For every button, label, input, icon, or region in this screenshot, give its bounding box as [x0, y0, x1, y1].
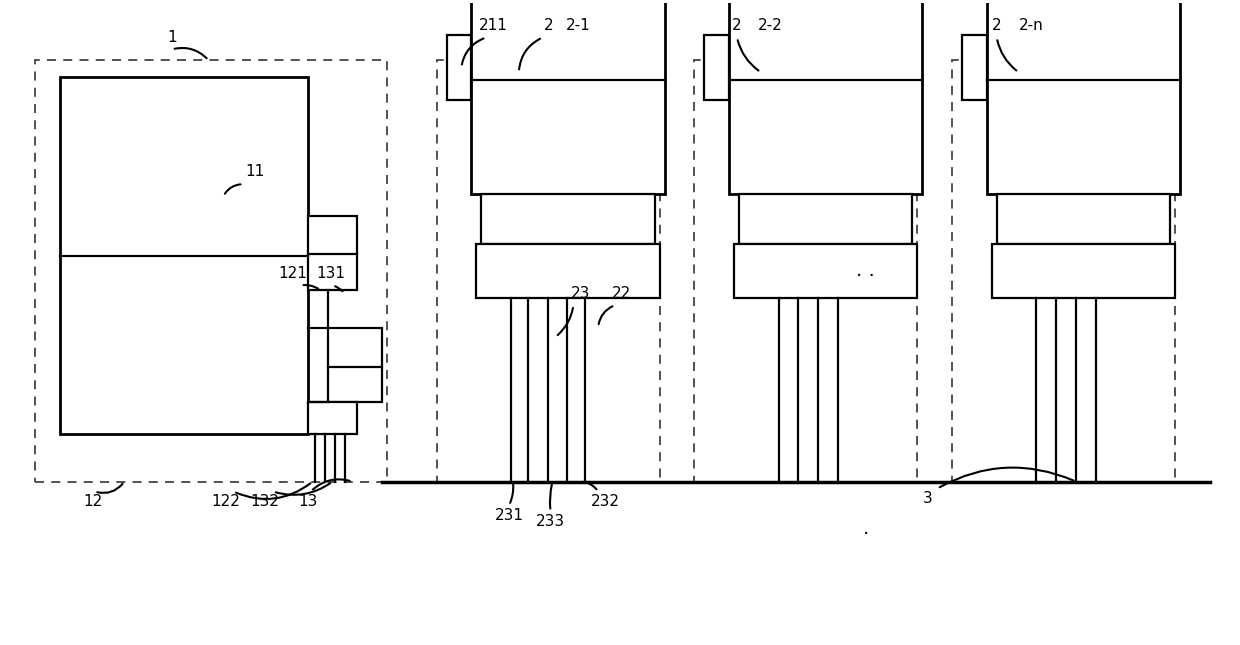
Bar — [481, 194, 655, 244]
Text: 131: 131 — [316, 266, 345, 281]
Bar — [308, 216, 357, 290]
Text: 122: 122 — [211, 494, 239, 509]
Bar — [704, 35, 729, 100]
Bar — [952, 60, 1176, 482]
Text: 12: 12 — [83, 494, 102, 509]
Text: 3: 3 — [923, 491, 932, 506]
Bar — [729, 0, 923, 194]
Text: 2-1: 2-1 — [565, 18, 590, 33]
Text: 2-2: 2-2 — [759, 18, 784, 33]
Bar — [308, 402, 357, 434]
Bar — [734, 244, 918, 298]
Text: 2-n: 2-n — [1019, 18, 1044, 33]
Bar — [471, 0, 665, 194]
Text: 121: 121 — [279, 266, 308, 281]
Bar — [987, 0, 1180, 194]
Text: .: . — [863, 519, 869, 538]
Text: 233: 233 — [536, 514, 565, 529]
Bar — [327, 328, 382, 402]
Text: 2: 2 — [732, 18, 742, 33]
Text: 11: 11 — [246, 164, 265, 179]
Text: 2: 2 — [544, 18, 553, 33]
Text: . .: . . — [857, 261, 875, 280]
Bar — [992, 244, 1176, 298]
Text: 211: 211 — [479, 18, 507, 33]
Text: 1: 1 — [167, 30, 177, 45]
Bar — [476, 244, 660, 298]
Text: 231: 231 — [495, 508, 523, 523]
Bar — [694, 60, 918, 482]
Bar — [35, 60, 387, 482]
Bar — [997, 194, 1171, 244]
Bar — [962, 35, 987, 100]
Bar — [436, 60, 660, 482]
Bar — [60, 77, 308, 434]
Bar — [446, 35, 471, 100]
Text: 23: 23 — [570, 286, 590, 301]
Text: 2: 2 — [992, 18, 1002, 33]
Bar — [739, 194, 913, 244]
Text: 22: 22 — [613, 286, 631, 301]
Text: 132: 132 — [250, 494, 279, 509]
Text: 13: 13 — [298, 494, 317, 509]
Text: 232: 232 — [590, 494, 620, 509]
